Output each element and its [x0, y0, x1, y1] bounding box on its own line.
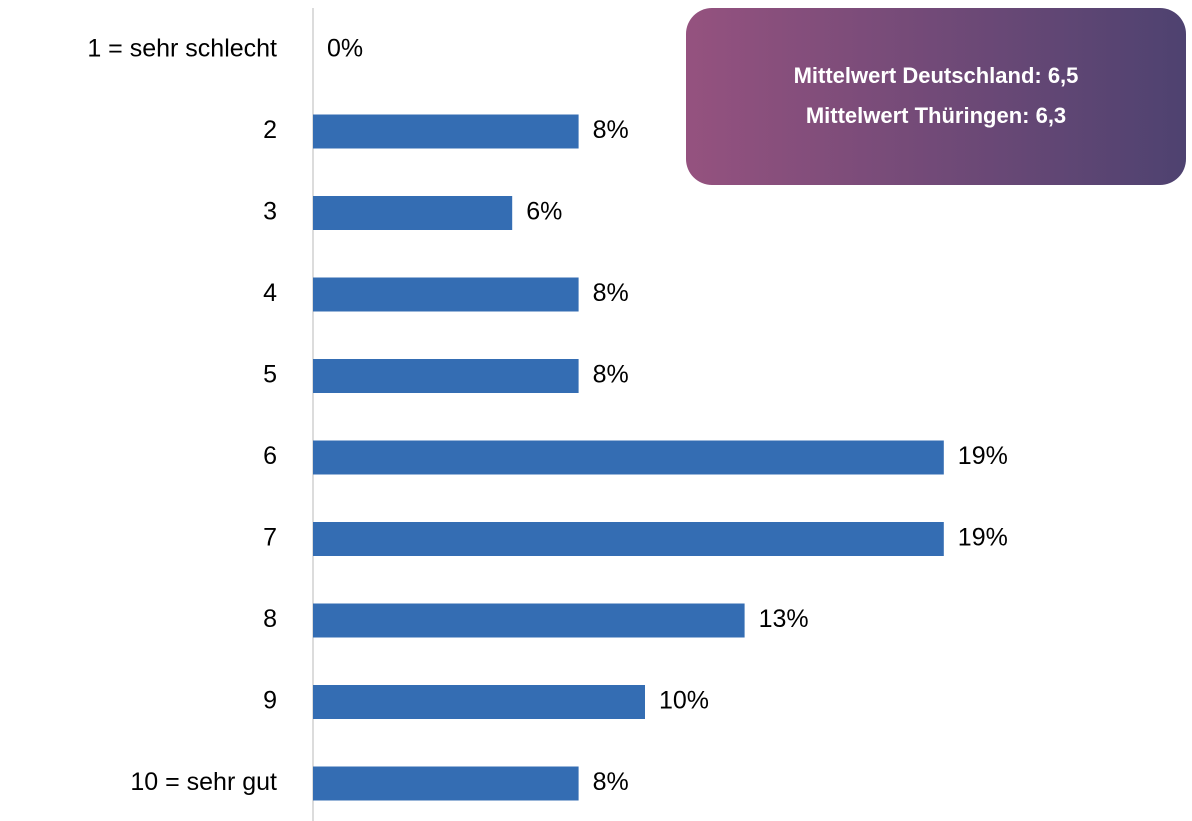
bar [313, 359, 579, 393]
category-label: 9 [263, 687, 277, 715]
bar [313, 440, 944, 475]
category-label: 5 [263, 361, 277, 389]
category-label: 1 = sehr schlecht [87, 35, 277, 63]
value-label: 8% [593, 768, 629, 796]
bar [313, 685, 645, 719]
bar [313, 196, 513, 230]
bar [313, 114, 579, 149]
value-label: 8% [593, 361, 629, 389]
annotation: Mittelwert Deutschland: 6,5 [794, 63, 1079, 88]
category-label: 4 [263, 279, 277, 307]
value-label: 10% [659, 687, 709, 715]
value-label: 8% [593, 116, 629, 144]
category-label: 2 [263, 116, 277, 144]
bar [313, 277, 579, 312]
value-label: 6% [526, 198, 562, 226]
category-label: 8 [263, 605, 277, 633]
value-label: 19% [958, 442, 1008, 470]
annotation: Mittelwert Thüringen: 6,3 [806, 103, 1066, 128]
bar [313, 603, 745, 638]
category-label: 3 [263, 198, 277, 226]
bar [313, 522, 944, 556]
value-label: 8% [593, 279, 629, 307]
category-label: 6 [263, 442, 277, 470]
bar [313, 766, 579, 801]
value-label: 13% [759, 605, 809, 633]
value-label: 0% [327, 35, 363, 63]
category-label: 10 = sehr gut [130, 768, 277, 796]
value-label: 19% [958, 524, 1008, 552]
annotation-box [686, 8, 1186, 185]
category-label: 7 [263, 524, 277, 552]
